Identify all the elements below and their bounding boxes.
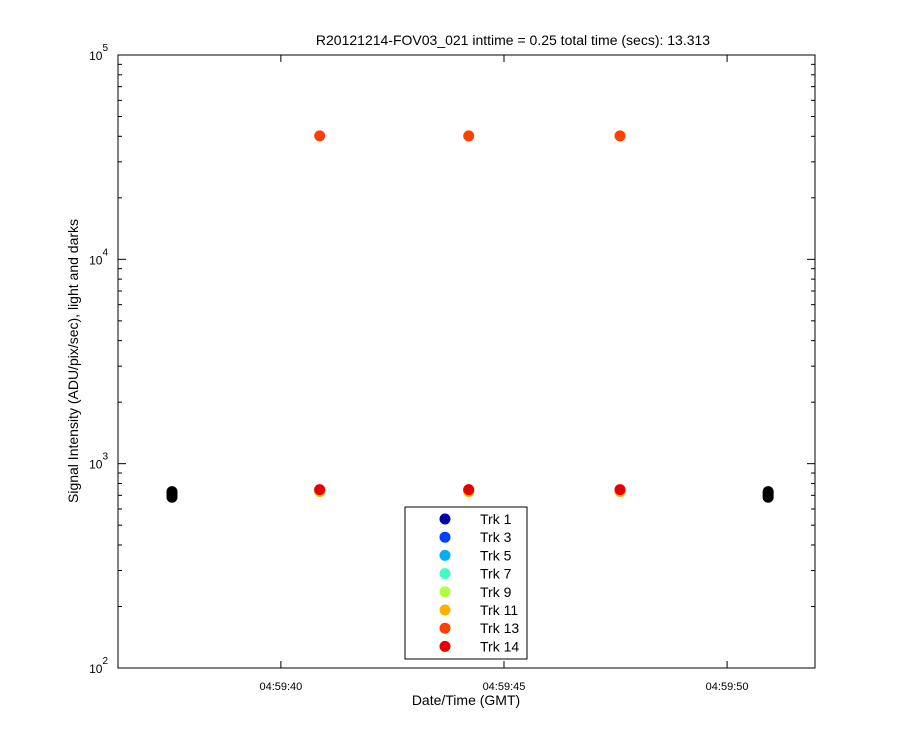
y-tick-label: 105 [89,43,108,63]
y-tick-base: 10 [89,49,103,63]
y-tick-base: 10 [89,458,103,472]
legend-label: Trk 1 [480,511,512,527]
legend-marker [439,586,451,598]
legend: Trk 1 Trk 3 Trk 5 Trk 7 Trk 9 Trk 11 Trk 13 Trk… [404,506,528,660]
x-tick-label: 04:59:40 [259,681,302,693]
legend-label: Trk 11 [480,602,518,618]
point [463,484,475,496]
x-tick-label: 04:59:45 [483,681,526,693]
legend-marker [439,604,451,616]
point [614,484,626,496]
legend-marker [439,622,451,634]
point [614,130,626,142]
legend-marker [439,531,451,543]
y-tick-label: 102 [89,656,108,676]
legend-marker [439,549,451,561]
legend-box [404,506,528,660]
y-tick-exponent: 4 [102,247,108,258]
legend-label: Trk 3 [480,529,512,545]
dark-point [762,486,774,498]
y-tick-base: 10 [89,253,103,267]
x-tick-label: 04:59:50 [706,681,749,693]
legend-label: Trk 14 [480,638,519,654]
point [314,484,326,496]
x-axis-label: Date/Time (GMT) [412,692,520,708]
plot-frame [117,54,816,669]
legend-label: Trk 5 [480,547,512,563]
legend-label: Trk 7 [480,566,512,582]
point [314,130,326,142]
point [463,130,475,142]
y-tick-label: 103 [89,452,108,472]
y-axis-label: Signal Intensity (ADU/pix/sec), light an… [65,219,81,503]
legend-label: Trk 13 [480,620,519,636]
y-tick-base: 10 [89,662,103,676]
y-tick-label: 104 [89,247,108,267]
legend-marker [439,513,451,525]
y-tick-exponent: 5 [102,43,108,54]
dark-point [166,486,178,498]
y-tick-exponent: 2 [102,656,108,667]
legend-label: Trk 9 [480,584,512,600]
legend-marker [439,568,451,580]
chart-title: R20121214-FOV03_021 inttime = 0.25 total… [316,32,710,48]
y-tick-exponent: 3 [102,452,108,463]
legend-marker [439,640,451,652]
